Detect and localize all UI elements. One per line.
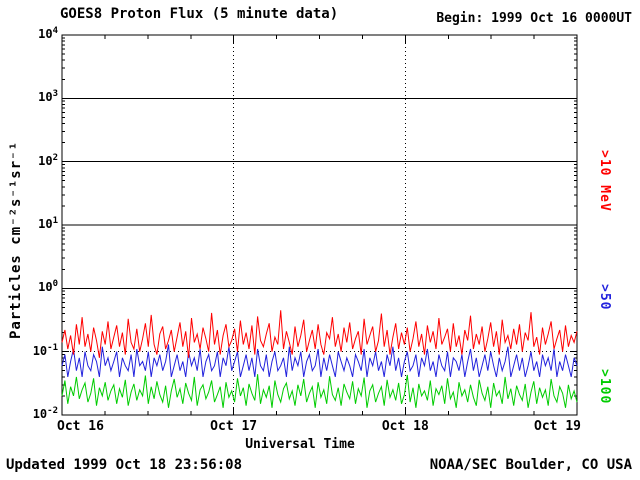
y-tick-label-1e-2: 10-2 [32,406,58,421]
y-tick-label-1e2: 102 [38,152,58,168]
series-line-10mev [61,310,578,358]
source-credit: NOAA/SEC Boulder, CO USA [429,457,632,473]
series-line-50 [61,344,578,378]
y-tick-label-1e4: 104 [38,26,58,41]
x-tick-label-oct-19: Oct 19 [534,419,581,434]
x-tick-label-oct-18: Oct 18 [381,419,429,434]
x-axis-title-text: Universal Time [245,437,355,452]
y-tick-label-1e1: 101 [38,216,58,231]
series-line-100 [61,374,578,408]
y-tick-label-1e3: 103 [38,89,58,105]
series-label-10mev: >10 MeV [597,150,612,212]
series-label-100: >100 [597,369,612,405]
plot-frame [61,34,578,416]
begin-timestamp: Begin: 1999 Oct 16 0000UT [436,11,632,26]
updated-timestamp: Updated 1999 Oct 18 23:56:08 [6,457,243,473]
y-tick-label-1e0: 100 [38,279,58,295]
y-axis-title: Particles cm⁻²s⁻¹sr⁻¹ [8,140,24,340]
x-tick-label-oct-16: Oct 16 [57,419,104,434]
x-tick-label-oct-17: Oct 17 [210,419,258,434]
series-label-50: >50 [597,284,612,311]
y-tick-label-1e-1: 10-1 [32,342,58,358]
x-axis-title: Universal Time [0,437,640,452]
chart-title: GOES8 Proton Flux (5 minute data) [60,6,339,22]
